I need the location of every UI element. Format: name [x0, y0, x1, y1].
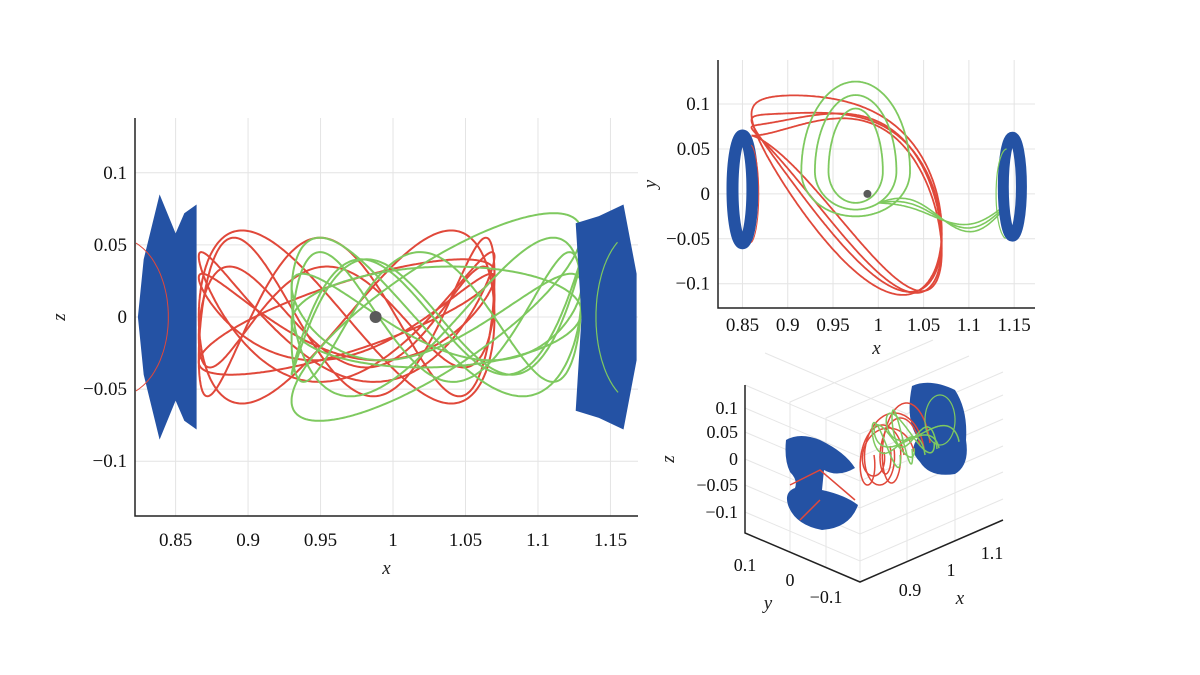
- x-tick-label: 1.15: [998, 315, 1031, 336]
- blue-region-right: [575, 204, 637, 430]
- xy-plot: 0.85 0.9 0.95 1 1.05 1.1 1.15 0.1 0.05 0 −0.05 −0.1…: [640, 60, 1035, 359]
- y-tick-label: 0: [701, 184, 711, 205]
- 3d-y-tick: 0: [786, 570, 795, 590]
- x-tick-label: 1.1: [957, 315, 981, 336]
- green-trajectory: [290, 212, 583, 422]
- red-trajectory: [135, 242, 169, 392]
- y-tick-label: 0: [118, 307, 128, 328]
- green-trajectory: [290, 257, 583, 376]
- x-tick-label: 0.95: [304, 530, 337, 551]
- 3d-axes: [744, 385, 1004, 583]
- y-tick-label: −0.05: [666, 229, 710, 250]
- 3d-green-trajectory: [885, 412, 960, 454]
- y-tick-label: 0.05: [94, 235, 127, 256]
- axes: [717, 60, 1035, 309]
- blue-region-left: [137, 194, 197, 440]
- center-point: [863, 189, 872, 198]
- 3d-red-trajectory: [789, 469, 856, 521]
- x-tick-label: 0.85: [726, 315, 759, 336]
- red-trajectory: [750, 112, 943, 294]
- axes: [134, 118, 638, 517]
- main-plot-xz: 0.85 0.9 0.95 1 1.05 1.1 1.15 0.1 0.05 0 −0.05 −0.1…: [49, 118, 638, 579]
- 3d-x-tick: 0.9: [899, 580, 922, 600]
- x-tick-label: 1.05: [449, 530, 482, 551]
- 3d-y-label: y: [762, 593, 773, 614]
- y-axis-label: y: [640, 179, 661, 190]
- red-trajectory: [197, 258, 496, 376]
- 3d-y-tick: −0.1: [810, 587, 843, 607]
- red-trajectory: [197, 229, 496, 405]
- x-axis-label: x: [871, 338, 881, 359]
- green-trajectory: [290, 251, 583, 383]
- green-trajectory: [290, 265, 583, 369]
- 3d-green-trajectory: [871, 421, 926, 469]
- x-tick-label: 1.1: [526, 530, 550, 551]
- 3d-red-trajectory: [881, 402, 931, 484]
- 3d-z-tick: 0.1: [716, 398, 739, 418]
- 3d-x-label: x: [955, 588, 965, 609]
- y-tick-label: −0.1: [93, 451, 127, 472]
- y-tick-label: 0.05: [677, 139, 710, 160]
- green-trajectory: [800, 80, 911, 218]
- center-point: [369, 311, 382, 323]
- 3d-tick-labels: 0.1 0.05 0 −0.05 −0.1 0.1 0 −0.1 0.9 1 1…: [658, 398, 1003, 614]
- blue-ring-right: [997, 131, 1027, 242]
- green-trajectory: [878, 202, 1006, 226]
- y-tick-label: 0.1: [686, 94, 710, 115]
- 3d-green-trajectory: [873, 424, 940, 458]
- x-tick-label: 1: [874, 315, 884, 336]
- 3d-green-trajectory: [924, 394, 956, 446]
- y-tick-label: −0.05: [83, 379, 127, 400]
- x-tick-label: 0.95: [816, 315, 849, 336]
- 3d-plot: [744, 339, 1004, 583]
- 3d-blue-region-left: [785, 436, 858, 530]
- red-trajectory: [750, 111, 943, 293]
- red-trajectory: [197, 272, 496, 362]
- red-trajectory: [750, 94, 943, 296]
- blue-ring-left: [726, 129, 759, 250]
- 3d-y-tick: 0.1: [734, 555, 757, 575]
- x-tick-label: 1.05: [907, 315, 940, 336]
- x-tick-label: 0.85: [159, 530, 192, 551]
- x-tick-label: 1.15: [594, 530, 627, 551]
- x-tick-label: 0.9: [776, 315, 800, 336]
- x-axis-label: x: [381, 558, 391, 579]
- green-trajectory: [995, 148, 1007, 240]
- 3d-z-tick: −0.1: [705, 502, 738, 522]
- 3d-z-label: z: [658, 455, 679, 464]
- green-trajectory: [595, 241, 619, 393]
- x-tick-label: 1: [388, 530, 398, 551]
- x-tick-label: 0.9: [236, 530, 260, 551]
- y-tick-label: −0.1: [676, 274, 710, 295]
- y-axis-label: z: [49, 313, 70, 322]
- 3d-green-trajectory: [891, 409, 938, 465]
- 3d-x-tick: 1.1: [981, 543, 1004, 563]
- 3d-z-tick: 0.05: [707, 422, 739, 442]
- green-trajectory: [814, 94, 898, 211]
- 3d-red-trajectory: [879, 417, 921, 475]
- 3d-x-tick: 1: [947, 560, 956, 580]
- green-trajectory: [827, 107, 884, 204]
- y-tick-label: 0.1: [103, 163, 127, 184]
- red-trajectory: [750, 144, 760, 243]
- 3d-z-tick: −0.05: [696, 475, 738, 495]
- 3d-trajectories: [789, 394, 960, 521]
- 3d-z-tick: 0: [729, 449, 738, 469]
